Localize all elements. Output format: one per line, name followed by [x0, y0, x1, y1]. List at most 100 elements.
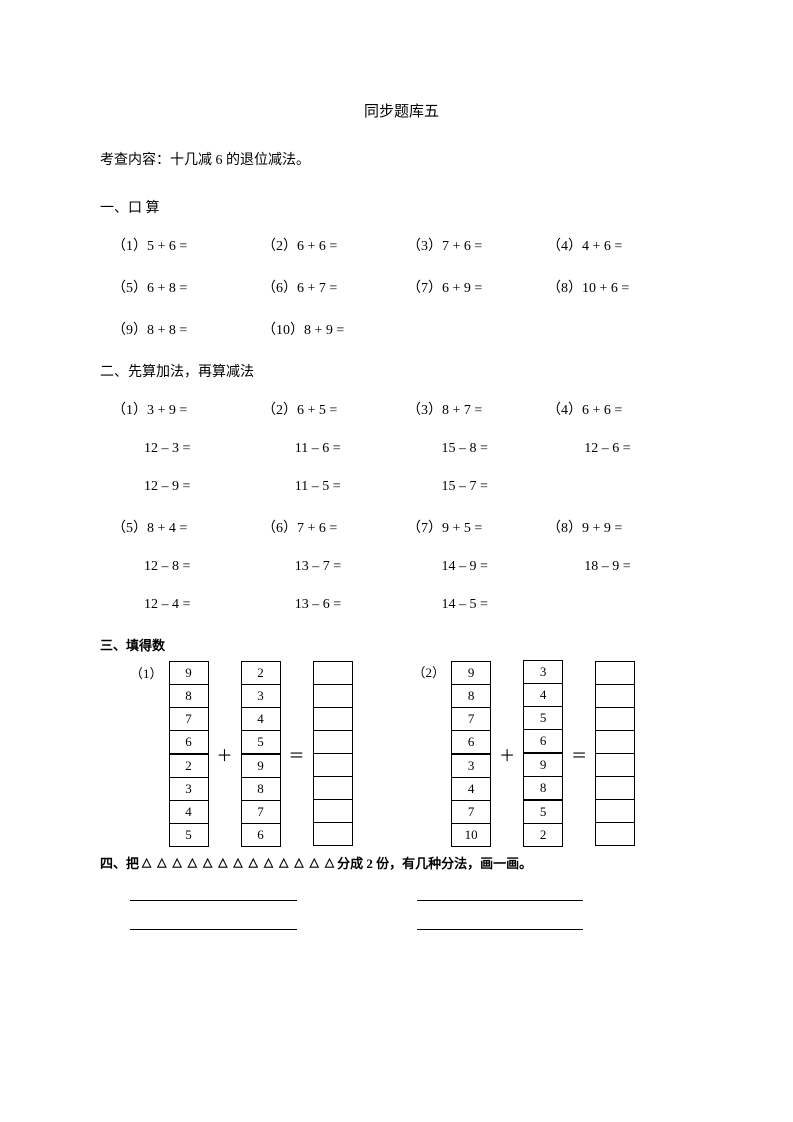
number-column: 23459876 — [241, 661, 281, 847]
triangle-icon: △ — [233, 855, 242, 870]
cell: 7 — [170, 708, 208, 731]
cell: 7 — [452, 801, 490, 824]
cell — [314, 800, 352, 823]
equation: 13 – 7 = — [263, 559, 410, 575]
equation: 14 – 9 = — [409, 559, 552, 575]
triangle-icon: △ — [325, 855, 334, 870]
cell: 8 — [452, 685, 490, 708]
cell — [596, 731, 634, 754]
equation: （3）7 + 6 = — [407, 235, 547, 255]
triangle-icon: △ — [249, 855, 258, 870]
cell: 2 — [170, 755, 208, 778]
section1-body: （1）5 + 6 =（2）6 + 6 =（3）7 + 6 =（4）4 + 6 =… — [100, 235, 703, 339]
cell — [314, 708, 352, 731]
triangle-icon: △ — [218, 855, 227, 870]
cell: 5 — [524, 707, 562, 730]
equation: （7）6 + 9 = — [407, 277, 547, 297]
equation: （4）6 + 6 = — [547, 399, 697, 419]
cell: 6 — [170, 731, 208, 755]
triangle-icon: △ — [142, 855, 151, 870]
cell: 5 — [242, 731, 280, 755]
equation: （5）8 + 4 = — [112, 517, 262, 537]
number-column: 987634710 — [451, 661, 491, 847]
equation: 15 – 8 = — [409, 441, 552, 457]
cell: 9 — [452, 662, 490, 685]
triangle-icon: △ — [264, 855, 273, 870]
cell: 4 — [524, 684, 562, 707]
blank-line — [130, 886, 297, 901]
equation: （4）4 + 6 = — [547, 235, 697, 255]
cell: 7 — [242, 801, 280, 824]
cell — [314, 662, 352, 685]
section4-prefix: 四、把 — [100, 853, 139, 872]
cell — [596, 823, 634, 845]
equation — [552, 597, 703, 613]
section3-body: （1）98762345＋23459876＝（2）987634710＋345698… — [100, 660, 703, 847]
answer-blanks — [100, 886, 703, 901]
equation: 12 – 4 = — [112, 597, 263, 613]
blank-line — [417, 915, 584, 930]
equation: 12 – 6 = — [552, 441, 703, 457]
cell: 8 — [170, 685, 208, 708]
equals-op: ＝ — [289, 742, 305, 766]
cell: 9 — [242, 755, 280, 778]
equation: （1）3 + 9 = — [112, 399, 262, 419]
cell: 7 — [452, 708, 490, 731]
equation: （8）9 + 9 = — [547, 517, 697, 537]
cell: 10 — [452, 824, 490, 846]
cell — [314, 731, 352, 754]
cell — [596, 754, 634, 777]
cell: 5 — [524, 801, 562, 824]
cell: 6 — [452, 731, 490, 755]
equation: （8）10 + 6 = — [547, 277, 697, 297]
equation: （2）6 + 5 = — [262, 399, 407, 419]
cell: 6 — [524, 730, 562, 754]
cell: 3 — [452, 755, 490, 778]
cell — [596, 800, 634, 823]
blank-line — [417, 886, 584, 901]
equation: 12 – 9 = — [112, 479, 263, 495]
cell: 3 — [242, 685, 280, 708]
cell: 2 — [242, 662, 280, 685]
equation: （9）8 + 8 = — [112, 319, 262, 339]
equation — [552, 479, 703, 495]
section4: 四、把△△△△△△△△△△△△△分成 2 份，有几种分法，画一画。 — [100, 853, 703, 872]
cell: 4 — [242, 708, 280, 731]
cell: 4 — [452, 778, 490, 801]
section3-heading: 三、填得数 — [100, 635, 703, 654]
equation: （3）8 + 7 = — [407, 399, 547, 419]
triangle-icon: △ — [279, 855, 288, 870]
triangle-icon: △ — [172, 855, 181, 870]
number-column: 98762345 — [169, 661, 209, 847]
triangle-icon: △ — [157, 855, 166, 870]
equation: 12 – 8 = — [112, 559, 263, 575]
fill-group: （1）98762345＋23459876＝ — [130, 661, 353, 847]
cell — [314, 777, 352, 800]
equation: （7）9 + 5 = — [407, 517, 547, 537]
cell: 8 — [242, 778, 280, 801]
number-column — [595, 661, 635, 846]
equation: 18 – 9 = — [552, 559, 703, 575]
equation: （5）6 + 8 = — [112, 277, 262, 297]
cell: 9 — [170, 662, 208, 685]
equation: 12 – 3 = — [112, 441, 263, 457]
section4-suffix: 分成 2 份，有几种分法，画一画。 — [337, 853, 532, 872]
cell: 8 — [524, 777, 562, 801]
equation: （1）5 + 6 = — [112, 235, 262, 255]
equation — [407, 319, 547, 339]
blank-line — [130, 915, 297, 930]
cell — [596, 662, 634, 685]
cell — [596, 777, 634, 800]
page-title: 同步题库五 — [100, 100, 703, 121]
equation: （6）6 + 7 = — [262, 277, 407, 297]
fill-group: （2）987634710＋34569852＝ — [413, 660, 636, 847]
plus-op: ＋ — [217, 742, 233, 766]
section2-heading: 二、先算加法，再算减法 — [100, 361, 703, 381]
group-label: （1） — [130, 663, 163, 682]
answer-blanks — [100, 915, 703, 930]
cell: 2 — [524, 824, 562, 846]
triangle-icon: △ — [203, 855, 212, 870]
cell — [314, 685, 352, 708]
equation: 15 – 7 = — [409, 479, 552, 495]
triangle-icon: △ — [188, 855, 197, 870]
